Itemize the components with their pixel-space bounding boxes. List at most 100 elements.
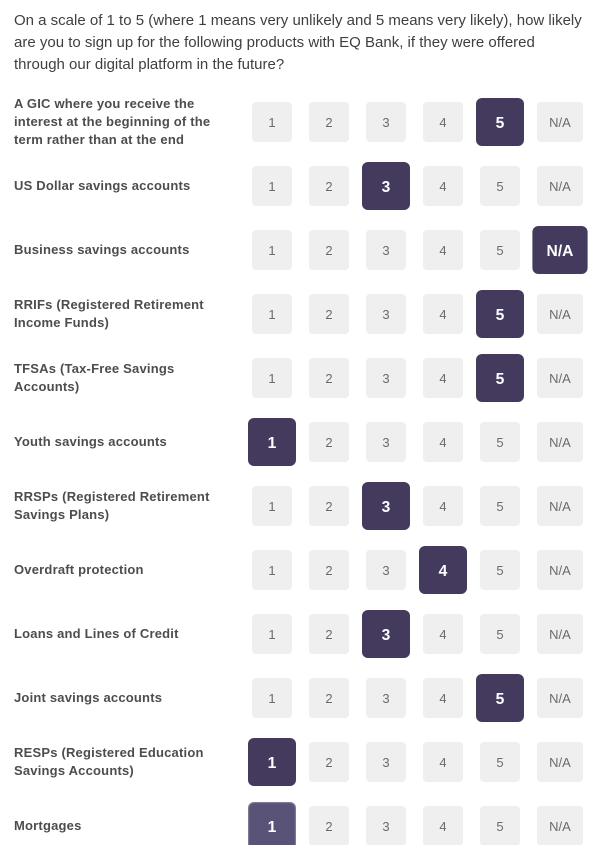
rating-option-5[interactable]: 5: [480, 486, 520, 526]
rating-options: 1 2 3 4 5 N/A: [252, 98, 583, 146]
rating-option-3[interactable]: 3: [366, 422, 406, 462]
rating-option-na[interactable]: N/A: [537, 294, 583, 334]
rating-option-2[interactable]: 2: [309, 614, 349, 654]
rating-option-na[interactable]: N/A: [537, 358, 583, 398]
rating-option-3[interactable]: 3: [362, 610, 410, 658]
rating-option-2[interactable]: 2: [309, 422, 349, 462]
rating-option-1[interactable]: 1: [252, 102, 292, 142]
rating-options: 1 2 3 4 5 N/A: [252, 290, 583, 338]
rating-option-4[interactable]: 4: [423, 678, 463, 718]
rating-option-1[interactable]: 1: [252, 166, 292, 206]
rating-option-na[interactable]: N/A: [537, 550, 583, 590]
rating-option-3[interactable]: 3: [362, 162, 410, 210]
rating-option-2[interactable]: 2: [309, 102, 349, 142]
rating-option-5[interactable]: 5: [480, 230, 520, 270]
rating-option-5[interactable]: 5: [480, 614, 520, 654]
product-row: Business savings accounts 1 2 3 4 5 N/A: [14, 218, 588, 282]
rating-option-4[interactable]: 4: [423, 486, 463, 526]
product-row: RESPs (Registered Education Savings Acco…: [14, 730, 586, 794]
rating-option-5[interactable]: 5: [476, 674, 524, 722]
rating-option-na[interactable]: N/A: [537, 102, 583, 142]
product-label: RRSPs (Registered Retirement Savings Pla…: [14, 489, 210, 522]
product-row: RRSPs (Registered Retirement Savings Pla…: [14, 474, 586, 538]
rating-options: 1 2 3 4 5 N/A: [252, 354, 583, 402]
rating-option-2[interactable]: 2: [309, 550, 349, 590]
rating-option-4[interactable]: 4: [423, 102, 463, 142]
rating-options: 1 2 3 4 5 N/A: [248, 738, 583, 786]
rating-option-3[interactable]: 3: [366, 102, 406, 142]
rating-option-5[interactable]: 5: [480, 550, 520, 590]
rating-option-1[interactable]: 1: [248, 738, 296, 786]
rating-option-3[interactable]: 3: [366, 230, 406, 270]
rating-option-1[interactable]: 1: [252, 358, 292, 398]
rating-option-4[interactable]: 4: [423, 166, 463, 206]
rating-option-3[interactable]: 3: [366, 678, 406, 718]
rating-option-3[interactable]: 3: [366, 550, 406, 590]
rating-option-1[interactable]: 1: [252, 550, 292, 590]
rating-option-1[interactable]: 1: [248, 802, 296, 845]
rating-option-2[interactable]: 2: [309, 294, 349, 334]
rating-option-1[interactable]: 1: [252, 230, 292, 270]
rating-option-1[interactable]: 1: [252, 486, 292, 526]
rating-option-1[interactable]: 1: [252, 294, 292, 334]
product-row: Overdraft protection 1 2 3 4 5 N/A: [14, 538, 586, 602]
rating-option-5[interactable]: 5: [476, 290, 524, 338]
product-row: A GIC where you receive the interest at …: [14, 90, 586, 154]
rating-option-5[interactable]: 5: [480, 166, 520, 206]
product-label: Joint savings accounts: [14, 690, 163, 705]
rating-option-4[interactable]: 4: [419, 546, 467, 594]
rating-options: 1 2 3 4 5 N/A: [252, 610, 583, 658]
product-label: Business savings accounts: [14, 242, 190, 257]
rating-option-1[interactable]: 1: [252, 678, 292, 718]
product-label: TFSAs (Tax-Free Savings Accounts): [14, 361, 175, 394]
rating-options: 1 2 3 4 5 N/A: [248, 802, 583, 845]
rating-options: 1 2 3 4 5 N/A: [252, 482, 583, 530]
rating-option-3[interactable]: 3: [362, 482, 410, 530]
rating-options: 1 2 3 4 5 N/A: [248, 418, 583, 466]
product-label: Youth savings accounts: [14, 434, 167, 449]
rating-option-na[interactable]: N/A: [537, 486, 583, 526]
rating-option-na[interactable]: N/A: [537, 806, 583, 845]
rating-option-4[interactable]: 4: [423, 422, 463, 462]
rating-options: 1 2 3 4 5 N/A: [252, 226, 588, 274]
rating-option-3[interactable]: 3: [366, 806, 406, 845]
rating-option-1[interactable]: 1: [252, 614, 292, 654]
rating-option-4[interactable]: 4: [423, 742, 463, 782]
rating-option-3[interactable]: 3: [366, 742, 406, 782]
product-row: Loans and Lines of Credit 1 2 3 4 5 N/A: [14, 602, 586, 666]
rating-option-na[interactable]: N/A: [537, 166, 583, 206]
rating-option-4[interactable]: 4: [423, 294, 463, 334]
rating-option-5[interactable]: 5: [480, 742, 520, 782]
product-label: Mortgages: [14, 818, 82, 833]
rating-option-2[interactable]: 2: [309, 230, 349, 270]
rating-option-na[interactable]: N/A: [537, 742, 583, 782]
rating-option-2[interactable]: 2: [309, 806, 349, 845]
rating-option-4[interactable]: 4: [423, 614, 463, 654]
rating-option-4[interactable]: 4: [423, 358, 463, 398]
rating-option-na[interactable]: N/A: [537, 422, 583, 462]
product-label: A GIC where you receive the interest at …: [14, 96, 211, 147]
rating-option-2[interactable]: 2: [309, 742, 349, 782]
rating-option-2[interactable]: 2: [309, 166, 349, 206]
rating-option-5[interactable]: 5: [480, 806, 520, 845]
rating-option-na[interactable]: N/A: [532, 226, 588, 274]
rating-option-5[interactable]: 5: [480, 422, 520, 462]
rating-options: 1 2 3 4 5 N/A: [252, 674, 583, 722]
rating-option-2[interactable]: 2: [309, 486, 349, 526]
rating-option-4[interactable]: 4: [423, 230, 463, 270]
product-row: US Dollar savings accounts 1 2 3 4 5 N/A: [14, 154, 586, 218]
rating-option-3[interactable]: 3: [366, 358, 406, 398]
rating-option-na[interactable]: N/A: [537, 678, 583, 718]
rating-option-na[interactable]: N/A: [537, 614, 583, 654]
rating-option-3[interactable]: 3: [366, 294, 406, 334]
product-label: RESPs (Registered Education Savings Acco…: [14, 745, 204, 778]
rating-option-5[interactable]: 5: [476, 354, 524, 402]
rating-option-5[interactable]: 5: [476, 98, 524, 146]
rating-option-2[interactable]: 2: [309, 358, 349, 398]
product-label: US Dollar savings accounts: [14, 178, 191, 193]
rating-option-2[interactable]: 2: [309, 678, 349, 718]
rating-option-1[interactable]: 1: [248, 418, 296, 466]
rating-option-4[interactable]: 4: [423, 806, 463, 845]
